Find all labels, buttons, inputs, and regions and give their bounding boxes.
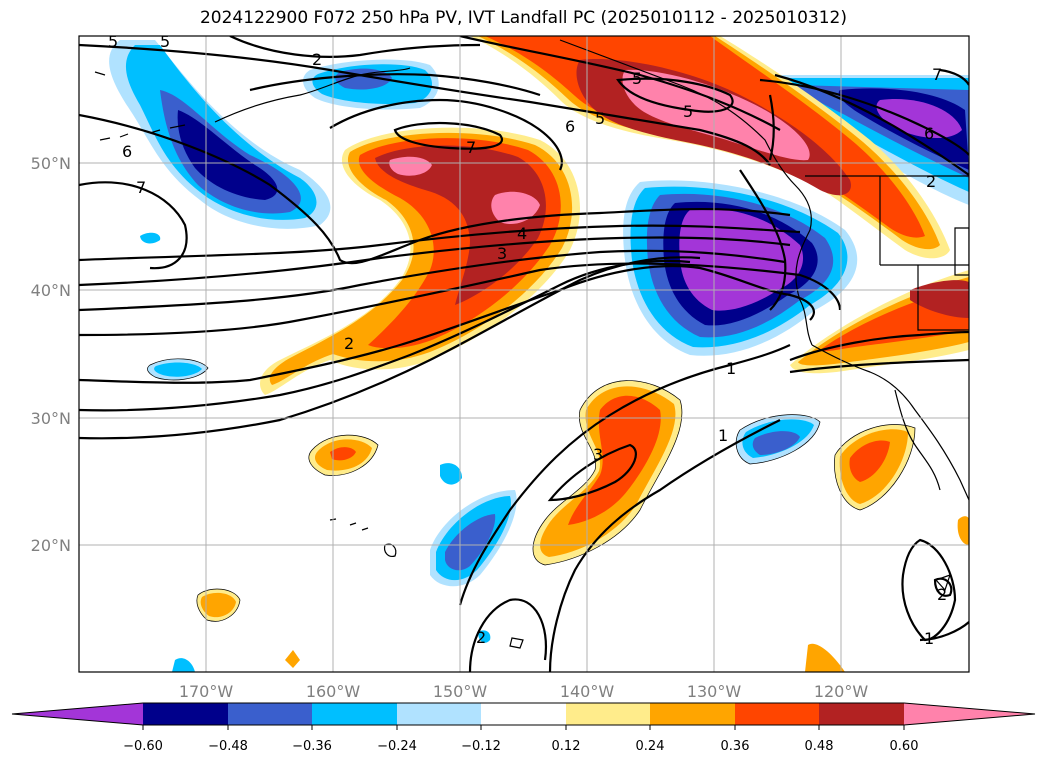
lon-label: 130°W [687,682,742,701]
colorbar: −0.60 −0.48 −0.36 −0.24 −0.12 0.12 0.24 … [11,702,1036,754]
lon-label: 170°W [179,682,234,701]
colorbar-label: −0.48 [208,739,248,754]
contour-label: 4 [517,224,527,243]
contour-label: 3 [497,244,507,263]
map-frame [78,35,970,673]
contour-label: 1 [718,426,728,445]
colorbar-extend-high [904,703,1035,725]
contour-label: 7 [932,65,942,84]
colorbar-segment [819,703,904,725]
colorbar-segment [312,703,397,725]
colorbar-label: −0.36 [292,739,332,754]
colorbar-segment [481,703,566,725]
contour-label: 1 [726,359,736,378]
lon-label: 160°W [306,682,361,701]
contour-label: 2 [344,334,354,353]
lat-label: 30°N [31,409,71,428]
colorbar-label: 0.60 [890,739,919,754]
lon-label: 150°W [433,682,488,701]
contour-label: 7 [136,178,146,197]
contour-label: 6 [122,142,132,161]
contour-label: 5 [108,32,118,51]
gridlines [79,36,969,672]
colorbar-segment [397,703,481,725]
colorbar-segment [650,703,735,725]
lon-label: 140°W [560,682,615,701]
map-title: 2024122900 F072 250 hPa PV, IVT Landfall… [199,8,847,28]
map-panel: 5 5 2 5 6 7 7 6 3 4 3 2 2 1 1 6 2 1 2 7 … [79,32,969,672]
colorbar-label: 0.24 [636,739,665,754]
contour-label: 5 [683,102,693,121]
contour-label: 2 [476,628,486,647]
contour-label: 2 [926,172,936,191]
negative-anomaly-small-patches [147,358,820,672]
negative-anomaly-northeast [775,75,969,205]
colorbar-label: 0.48 [805,739,834,754]
colorbar-label: 0.36 [721,739,750,754]
contour-label: 6 [565,117,575,136]
pv-contours [79,36,969,672]
colorbar-label: −0.60 [123,739,163,754]
colorbar-segment [143,703,228,725]
longitude-labels: 170°W 160°W 150°W 140°W 130°W 120°W [179,682,869,701]
contour-label: 3 [593,445,603,464]
contour-label: 5 [632,69,642,88]
contour-label: 5 [595,109,605,128]
contour-label: 5 [160,32,170,51]
contour-label: 6 [924,124,934,143]
contour-label: 7 [466,138,476,157]
colorbar-extend-low [12,703,143,725]
contour-label: 1 [924,629,934,648]
colorbar-segment [566,703,650,725]
lat-label: 40°N [31,281,71,300]
colorbar-label: −0.12 [461,739,501,754]
contour-label: 2 [937,585,947,604]
latitude-labels: 50°N 40°N 30°N 20°N [31,154,71,555]
colorbar-label: 0.12 [552,739,581,754]
lat-label: 20°N [31,536,71,555]
colorbar-segment [735,703,819,725]
contour-labels: 5 5 2 5 6 7 7 6 3 4 3 2 2 1 1 6 2 1 2 7 … [108,32,947,648]
colorbar-segment [228,703,312,725]
colorbar-label: −0.24 [377,739,417,754]
lat-label: 50°N [31,154,71,173]
negative-anomaly-northwest [109,40,331,244]
contour-label: 2 [312,50,322,69]
lon-label: 120°W [814,682,869,701]
